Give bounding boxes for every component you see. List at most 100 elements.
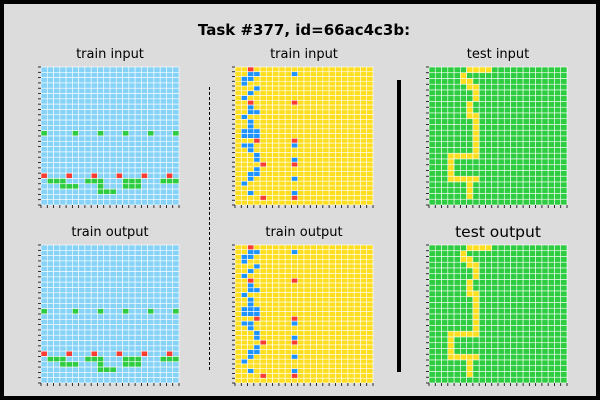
grid-cell: [172, 276, 180, 283]
grid-cell: [510, 325, 518, 332]
grid-cell: [40, 361, 48, 368]
grid-cell: [485, 95, 493, 102]
grid-cell: [341, 161, 349, 168]
grid-cell: [172, 265, 180, 272]
grid-cell: [172, 313, 180, 320]
grid-cell: [347, 320, 355, 327]
grid-cell: [128, 297, 136, 304]
grid-cell: [159, 72, 167, 78]
grid-cell: [485, 261, 493, 269]
grid-cell: [353, 195, 361, 201]
grid-cell: [335, 95, 342, 101]
grid-cell: [360, 278, 368, 284]
grid-cell: [78, 194, 86, 200]
grid-cell: [272, 358, 280, 365]
grid-cell: [166, 356, 174, 363]
grid-cell: [366, 254, 374, 260]
grid-cell: [472, 129, 480, 137]
grid-cell: [291, 263, 299, 270]
grid-cell: [53, 271, 61, 278]
grid-cell: [141, 188, 148, 195]
grid-cell: [434, 376, 442, 384]
grid-cell: [103, 156, 111, 163]
grid-cell: [547, 135, 555, 143]
grid-cell: [103, 276, 111, 283]
grid-cell: [522, 158, 530, 166]
grid-cell: [122, 87, 130, 94]
grid-cell: [115, 87, 123, 94]
grid-cell: [72, 350, 79, 357]
grid-cell: [554, 129, 562, 137]
grid-cell: [53, 125, 61, 131]
grid-cell: [322, 263, 330, 270]
grid-cell: [478, 256, 486, 263]
grid-cell: [247, 161, 255, 168]
grid-cell: [360, 166, 368, 172]
grid-cell: [84, 178, 92, 185]
grid-cell: [72, 265, 79, 272]
grid-cell: [147, 77, 155, 84]
grid-cell: [503, 164, 511, 171]
grid-cell: [278, 100, 286, 106]
grid-cell: [316, 195, 324, 201]
grid-cell: [335, 176, 342, 182]
grid-cell: [284, 339, 292, 346]
grid-cell: [147, 281, 155, 288]
grid-cell: [316, 147, 324, 153]
grid-cell: [466, 325, 474, 332]
grid-cell: [259, 180, 267, 187]
grid-cell: [97, 308, 105, 315]
grid-cell: [278, 368, 286, 374]
grid-cell: [460, 353, 467, 361]
grid-cell: [447, 371, 455, 378]
grid-cell: [491, 267, 499, 275]
grid-cell: [141, 281, 148, 288]
grid-cell: [109, 319, 117, 325]
grid-cell: [353, 354, 361, 360]
grid-cell: [65, 125, 73, 131]
grid-cell: [347, 166, 355, 172]
grid-cell: [266, 344, 273, 350]
grid-cell: [40, 194, 48, 200]
grid-cell: [341, 147, 349, 153]
grid-cell: [134, 167, 142, 174]
grid-cell: [78, 334, 86, 341]
grid-cell: [103, 82, 111, 89]
grid-cell: [328, 263, 336, 270]
grid-cell: [278, 114, 286, 120]
grid-cell: [115, 334, 123, 341]
grid-cell: [472, 78, 480, 85]
grid-cell: [272, 263, 280, 270]
grid-cell: [84, 141, 92, 147]
grid-cell: [328, 100, 336, 106]
grid-cell: [253, 363, 261, 370]
grid-cell: [240, 128, 248, 134]
grid-cell: [128, 114, 136, 121]
grid-cell: [341, 320, 349, 327]
grid-cell: [272, 354, 280, 360]
grid-cell: [503, 95, 511, 102]
grid-cell: [510, 124, 518, 131]
grid-cell: [253, 249, 261, 255]
grid-cell: [97, 98, 105, 105]
grid-cell: [328, 119, 336, 125]
grid-cell: [266, 171, 273, 177]
grid-cell: [272, 301, 280, 308]
grid-cell: [441, 279, 449, 286]
grid-cell: [497, 198, 505, 206]
grid-cell: [78, 114, 86, 121]
grid-cell: [309, 306, 317, 312]
grid-cell: [159, 250, 167, 256]
grid-cell: [172, 93, 180, 100]
grid-cell: [428, 261, 436, 269]
grid-cell: [478, 365, 486, 372]
grid-cell: [90, 109, 98, 116]
grid-cell: [284, 190, 292, 196]
grid-cell: [240, 152, 248, 158]
grid-cell: [535, 118, 543, 125]
grid-cell: [341, 85, 349, 92]
grid-cell: [441, 78, 449, 85]
grid-cell: [78, 87, 86, 94]
grid-cell: [309, 363, 317, 370]
